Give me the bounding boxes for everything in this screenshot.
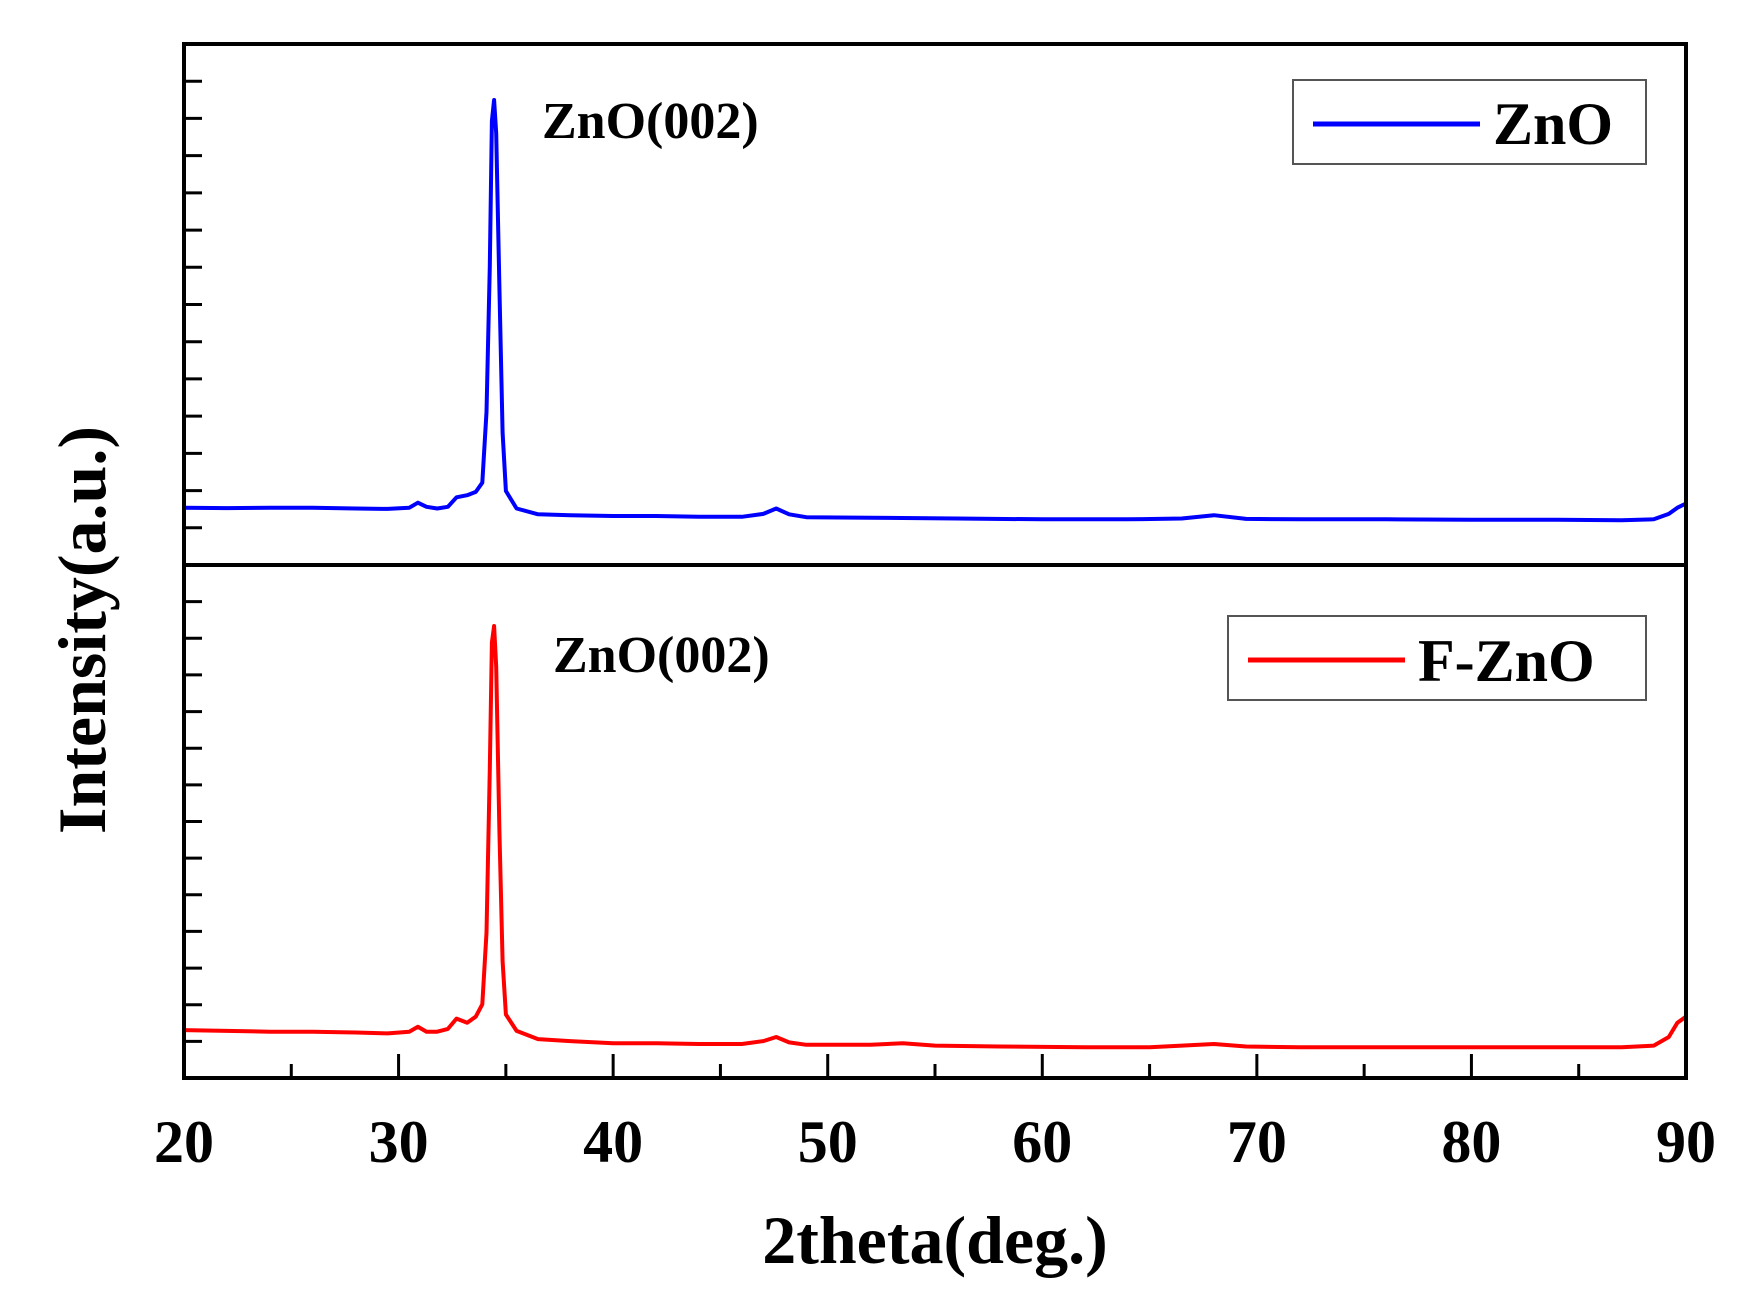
top-panel-y-ticks [184,79,202,530]
x-tick-label: 20 [154,1109,214,1175]
x-tick-label: 50 [798,1109,858,1175]
x-axis-ticks [182,1054,1688,1078]
plot-frame [182,42,1688,1080]
f-zno-series-line [183,624,1688,1050]
x-tick-label: 30 [369,1109,429,1175]
bottom-panel-y-ticks [184,600,202,1043]
x-tick-label: 60 [1012,1109,1072,1175]
bottom-peak-annotation: ZnO(002) [553,627,770,684]
bottom-panel: ZnO(002) F-ZnO [183,600,1688,1050]
zno-series-line [183,98,1687,523]
x-tick-label: 40 [583,1109,643,1175]
zno-legend-label: ZnO [1493,91,1613,157]
x-tick-label: 80 [1441,1109,1501,1175]
x-tick-label: 90 [1656,1109,1716,1175]
y-axis-label: Intensity(a.u.) [44,426,120,834]
x-axis-label: 2theta(deg.) [762,1202,1108,1278]
x-tick-label: 70 [1227,1109,1287,1175]
bottom-legend: F-ZnO [1227,615,1647,701]
top-panel: ZnO(002) ZnO [183,79,1687,530]
f-zno-legend-label: F-ZnO [1418,628,1595,694]
top-peak-annotation: ZnO(002) [542,93,759,150]
top-legend: ZnO [1292,79,1647,165]
x-axis-tick-labels: 20 30 40 50 60 70 80 90 [154,1109,1716,1175]
